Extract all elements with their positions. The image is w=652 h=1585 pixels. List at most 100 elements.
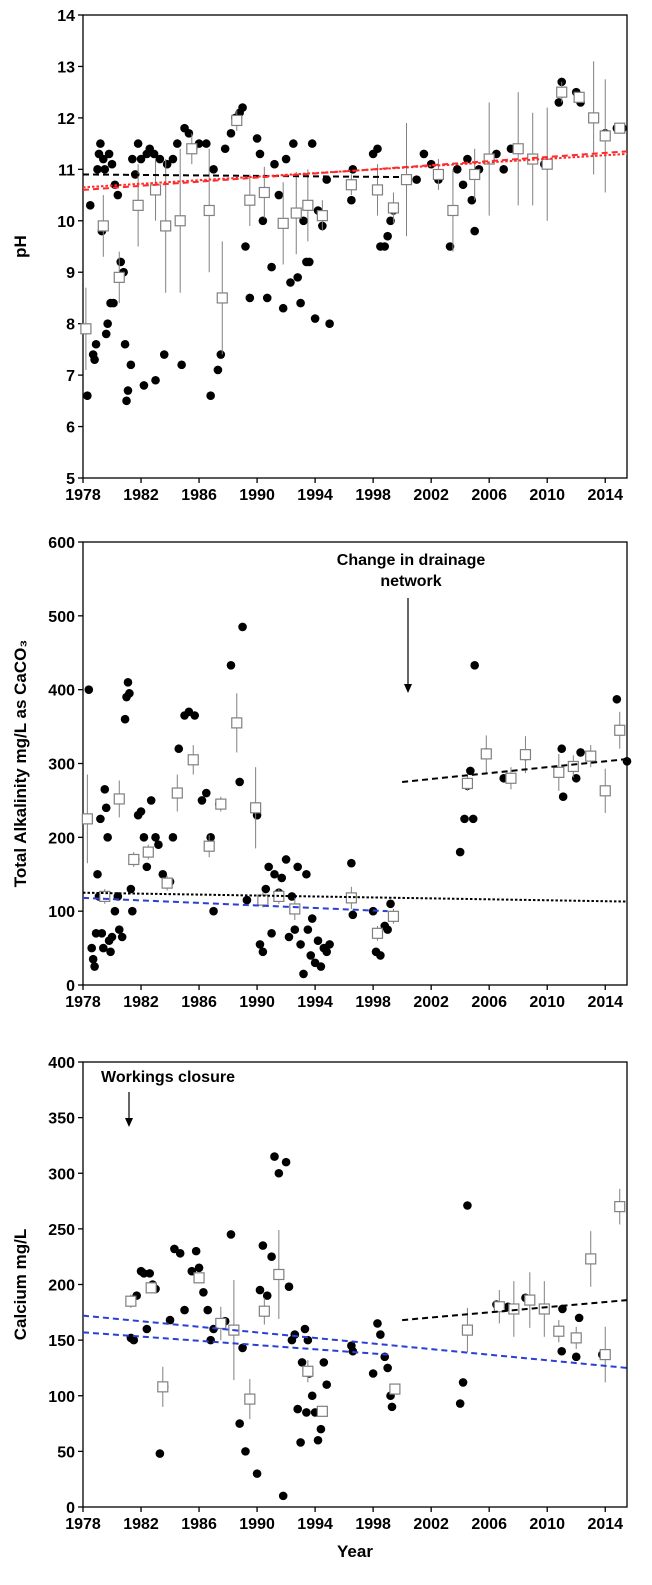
x-tick-label: 1990 [239, 994, 275, 1011]
data-point [206, 1335, 215, 1345]
data-point [412, 175, 421, 184]
data-point [117, 932, 127, 942]
annotation: Workings closure [101, 1069, 235, 1086]
data-point [84, 685, 94, 694]
data-point [380, 242, 390, 251]
data-point [306, 951, 316, 960]
data-point [252, 134, 262, 143]
x-tick-label: 1994 [297, 487, 333, 504]
y-axis-label: Total Alkalinity mg/L as CaCO₃ [11, 640, 30, 888]
y-tick-label: 50 [57, 1444, 75, 1461]
data-point [126, 884, 136, 894]
arrow-head [404, 684, 412, 693]
data-point [194, 1263, 204, 1273]
y-axis-label: Calcium mg/L [11, 1229, 30, 1340]
data-point [154, 840, 163, 850]
mean-marker [461, 777, 474, 790]
data-point [99, 943, 108, 953]
data-point [347, 858, 356, 868]
data-point [286, 278, 295, 287]
x-tick-label: 1982 [123, 1516, 159, 1533]
data-point [468, 814, 478, 824]
mean-marker [258, 186, 270, 199]
data-point [278, 303, 288, 313]
data-point [368, 1369, 378, 1378]
data-point [191, 1246, 201, 1256]
data-point [133, 139, 143, 148]
data-point [129, 1335, 139, 1345]
y-tick-label: 10 [57, 214, 75, 231]
annotation: network [380, 573, 441, 590]
data-point [574, 1313, 584, 1323]
data-point [206, 391, 215, 400]
data-point [261, 884, 271, 894]
mean-marker [567, 760, 579, 773]
mean-marker [316, 210, 328, 222]
x-tick-label: 1994 [297, 1516, 333, 1533]
data-point [242, 895, 252, 905]
data-point [296, 1438, 305, 1447]
mean-marker [128, 853, 140, 866]
data-point [376, 951, 385, 960]
data-point [277, 873, 287, 883]
data-point [114, 925, 124, 934]
data-point [293, 1404, 302, 1414]
data-point [267, 1252, 276, 1261]
data-point [307, 139, 317, 148]
data-point [101, 803, 111, 813]
data-point [299, 969, 308, 979]
data-point [302, 869, 311, 879]
mean-marker [216, 292, 228, 304]
data-point [151, 375, 160, 385]
data-point [296, 940, 305, 949]
data-point [376, 1330, 385, 1339]
trend-line [82, 1314, 628, 1369]
plot-frame [82, 14, 628, 479]
data-point [90, 355, 99, 364]
trend-line [82, 1331, 388, 1356]
data-point [88, 954, 98, 964]
data-point [168, 833, 178, 842]
y-tick-label: 600 [48, 535, 75, 552]
mean-marker [553, 766, 565, 778]
data-point [284, 1282, 294, 1292]
data-point [226, 129, 236, 138]
data-point [290, 925, 300, 934]
data-point [149, 149, 159, 159]
y-tick-label: 200 [48, 1278, 75, 1295]
data-point [383, 231, 392, 241]
data-point [281, 1157, 291, 1167]
mean-marker [387, 202, 400, 214]
data-point [274, 1168, 284, 1178]
y-tick-label: 11 [58, 162, 75, 179]
data-point [460, 814, 469, 824]
mean-marker [371, 927, 384, 939]
trend-line [82, 891, 628, 903]
data-point [83, 391, 92, 400]
data-point [289, 139, 298, 148]
arrow-head [125, 1118, 133, 1127]
mean-marker [570, 1332, 582, 1344]
data-point [120, 339, 130, 349]
trend-line [82, 173, 403, 179]
mean-marker [289, 903, 301, 915]
data-point [139, 381, 149, 390]
data-point [303, 925, 313, 934]
mean-marker [142, 846, 154, 858]
mean-marker [599, 1348, 611, 1361]
data-point [116, 257, 126, 267]
data-point [373, 144, 382, 154]
mean-marker [113, 793, 125, 805]
annotation: Change in drainage [337, 552, 486, 569]
mean-marker [171, 787, 183, 799]
mean-marker [81, 813, 93, 825]
data-point [103, 319, 112, 328]
mean-marker [132, 199, 144, 211]
data-point [319, 1358, 329, 1367]
data-point [126, 360, 136, 370]
y-tick-label: 9 [66, 265, 75, 282]
mean-marker [273, 1268, 285, 1281]
x-axis-label: Year [337, 1542, 373, 1561]
data-point [100, 785, 110, 794]
